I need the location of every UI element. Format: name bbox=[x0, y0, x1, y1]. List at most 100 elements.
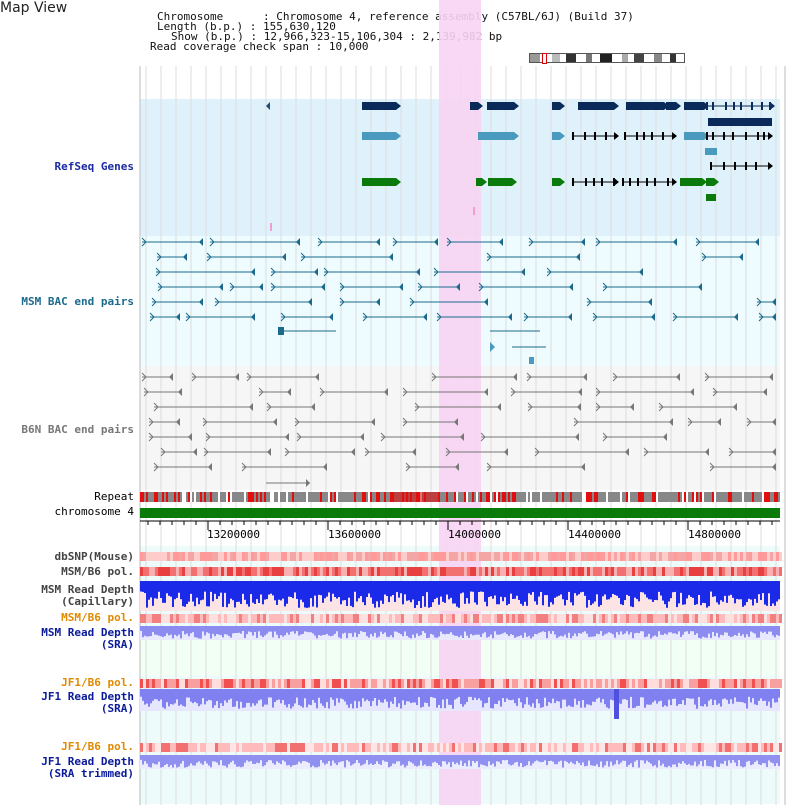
heat-cell bbox=[587, 614, 590, 623]
heat-cell bbox=[164, 552, 167, 561]
bac-end-marker bbox=[423, 313, 427, 321]
depth-bar bbox=[358, 626, 360, 634]
depth-bar bbox=[320, 755, 322, 761]
depth-bar bbox=[316, 626, 318, 639]
heat-cell bbox=[287, 743, 290, 752]
depth-bar bbox=[720, 755, 722, 764]
repeat-element bbox=[742, 492, 744, 502]
refseq-genes-track[interactable] bbox=[266, 102, 775, 231]
depth-bar bbox=[316, 755, 318, 768]
heat-cell bbox=[266, 567, 269, 576]
heat-cell bbox=[464, 743, 467, 752]
bac-end-marker bbox=[756, 297, 762, 307]
heat-cell bbox=[338, 679, 341, 688]
depth-bar bbox=[454, 626, 456, 636]
depth-bar bbox=[660, 689, 662, 701]
depth-bar bbox=[726, 626, 728, 633]
read-depth-tracks[interactable] bbox=[140, 581, 780, 769]
heat-cell bbox=[203, 679, 206, 688]
heat-cell bbox=[299, 614, 302, 623]
depth-bar bbox=[172, 626, 174, 639]
depth-bar bbox=[490, 755, 492, 766]
repeat-element bbox=[156, 492, 158, 502]
depth-bar bbox=[426, 755, 428, 767]
depth-bar bbox=[624, 689, 626, 700]
depth-bar bbox=[308, 755, 310, 763]
heat-cell bbox=[749, 567, 752, 576]
heat-cell bbox=[758, 552, 761, 561]
depth-bar bbox=[174, 626, 176, 635]
chromosome-bar[interactable] bbox=[140, 508, 780, 518]
depth-bar bbox=[332, 689, 334, 700]
chromosome-ideogram[interactable] bbox=[529, 53, 685, 64]
depth-bar bbox=[766, 626, 768, 634]
heat-cell bbox=[488, 614, 491, 623]
b6n-bac-end-pairs-track[interactable] bbox=[141, 372, 776, 487]
repeat-element bbox=[590, 492, 592, 502]
depth-bar bbox=[442, 626, 444, 634]
repeat-element bbox=[762, 492, 764, 502]
heat-cell bbox=[191, 679, 194, 688]
heat-cell bbox=[737, 567, 740, 576]
depth-bar bbox=[648, 581, 650, 600]
depth-bar bbox=[590, 581, 592, 606]
heat-cell bbox=[200, 614, 203, 623]
heat-cell bbox=[281, 679, 284, 688]
repeat-element bbox=[540, 492, 542, 502]
heat-cell bbox=[272, 552, 275, 561]
heat-cell bbox=[395, 679, 398, 688]
depth-bar bbox=[248, 689, 250, 703]
depth-bar bbox=[692, 581, 694, 598]
depth-bar bbox=[520, 689, 522, 703]
heat-cell bbox=[611, 743, 614, 752]
depth-bar bbox=[594, 689, 596, 702]
depth-bar bbox=[744, 581, 746, 606]
heat-cell bbox=[257, 614, 260, 623]
repeat-element bbox=[264, 492, 266, 502]
heat-cell bbox=[419, 567, 422, 576]
bac-end-marker bbox=[734, 313, 738, 321]
depth-bar bbox=[440, 581, 442, 597]
repeat-element bbox=[496, 492, 498, 502]
depth-bar bbox=[452, 689, 454, 709]
heat-cell bbox=[320, 679, 323, 688]
heat-cell bbox=[248, 614, 251, 623]
depth-bar bbox=[276, 689, 278, 701]
repeat-element bbox=[362, 492, 364, 502]
highlight-region[interactable] bbox=[439, 0, 481, 805]
depth-bar bbox=[180, 755, 182, 764]
heat-cell bbox=[302, 679, 305, 688]
heatmap-tracks[interactable] bbox=[140, 552, 782, 752]
depth-bar bbox=[404, 581, 406, 595]
depth-bar bbox=[754, 689, 756, 705]
depth-bar bbox=[536, 755, 538, 761]
depth-bar bbox=[604, 626, 606, 635]
bac-end-marker bbox=[772, 298, 776, 306]
repeat-track[interactable] bbox=[140, 492, 780, 502]
heat-cell bbox=[545, 679, 548, 688]
depth-bar bbox=[612, 581, 614, 594]
gene-arrow bbox=[560, 178, 565, 186]
heat-cell bbox=[641, 552, 644, 561]
depth-bar bbox=[266, 689, 268, 705]
heat-cell bbox=[179, 567, 182, 576]
depth-bar bbox=[638, 626, 640, 634]
repeat-element bbox=[512, 492, 514, 502]
depth-bar bbox=[402, 755, 404, 765]
heat-cell bbox=[194, 552, 197, 561]
msm-bac-end-pairs-track[interactable] bbox=[141, 237, 776, 364]
heat-cell bbox=[335, 679, 338, 688]
depth-bar bbox=[330, 755, 332, 766]
gene-exon bbox=[470, 102, 478, 110]
depth-bar bbox=[696, 581, 698, 605]
bac-end-marker bbox=[206, 252, 212, 262]
depth-bar bbox=[202, 755, 204, 765]
heat-cell bbox=[644, 567, 647, 576]
heat-cell bbox=[449, 743, 452, 752]
heat-cell bbox=[518, 679, 521, 688]
depth-bar bbox=[766, 755, 768, 768]
depth-bar bbox=[778, 581, 780, 600]
bac-end-marker bbox=[203, 447, 209, 457]
depth-bar bbox=[776, 755, 778, 764]
